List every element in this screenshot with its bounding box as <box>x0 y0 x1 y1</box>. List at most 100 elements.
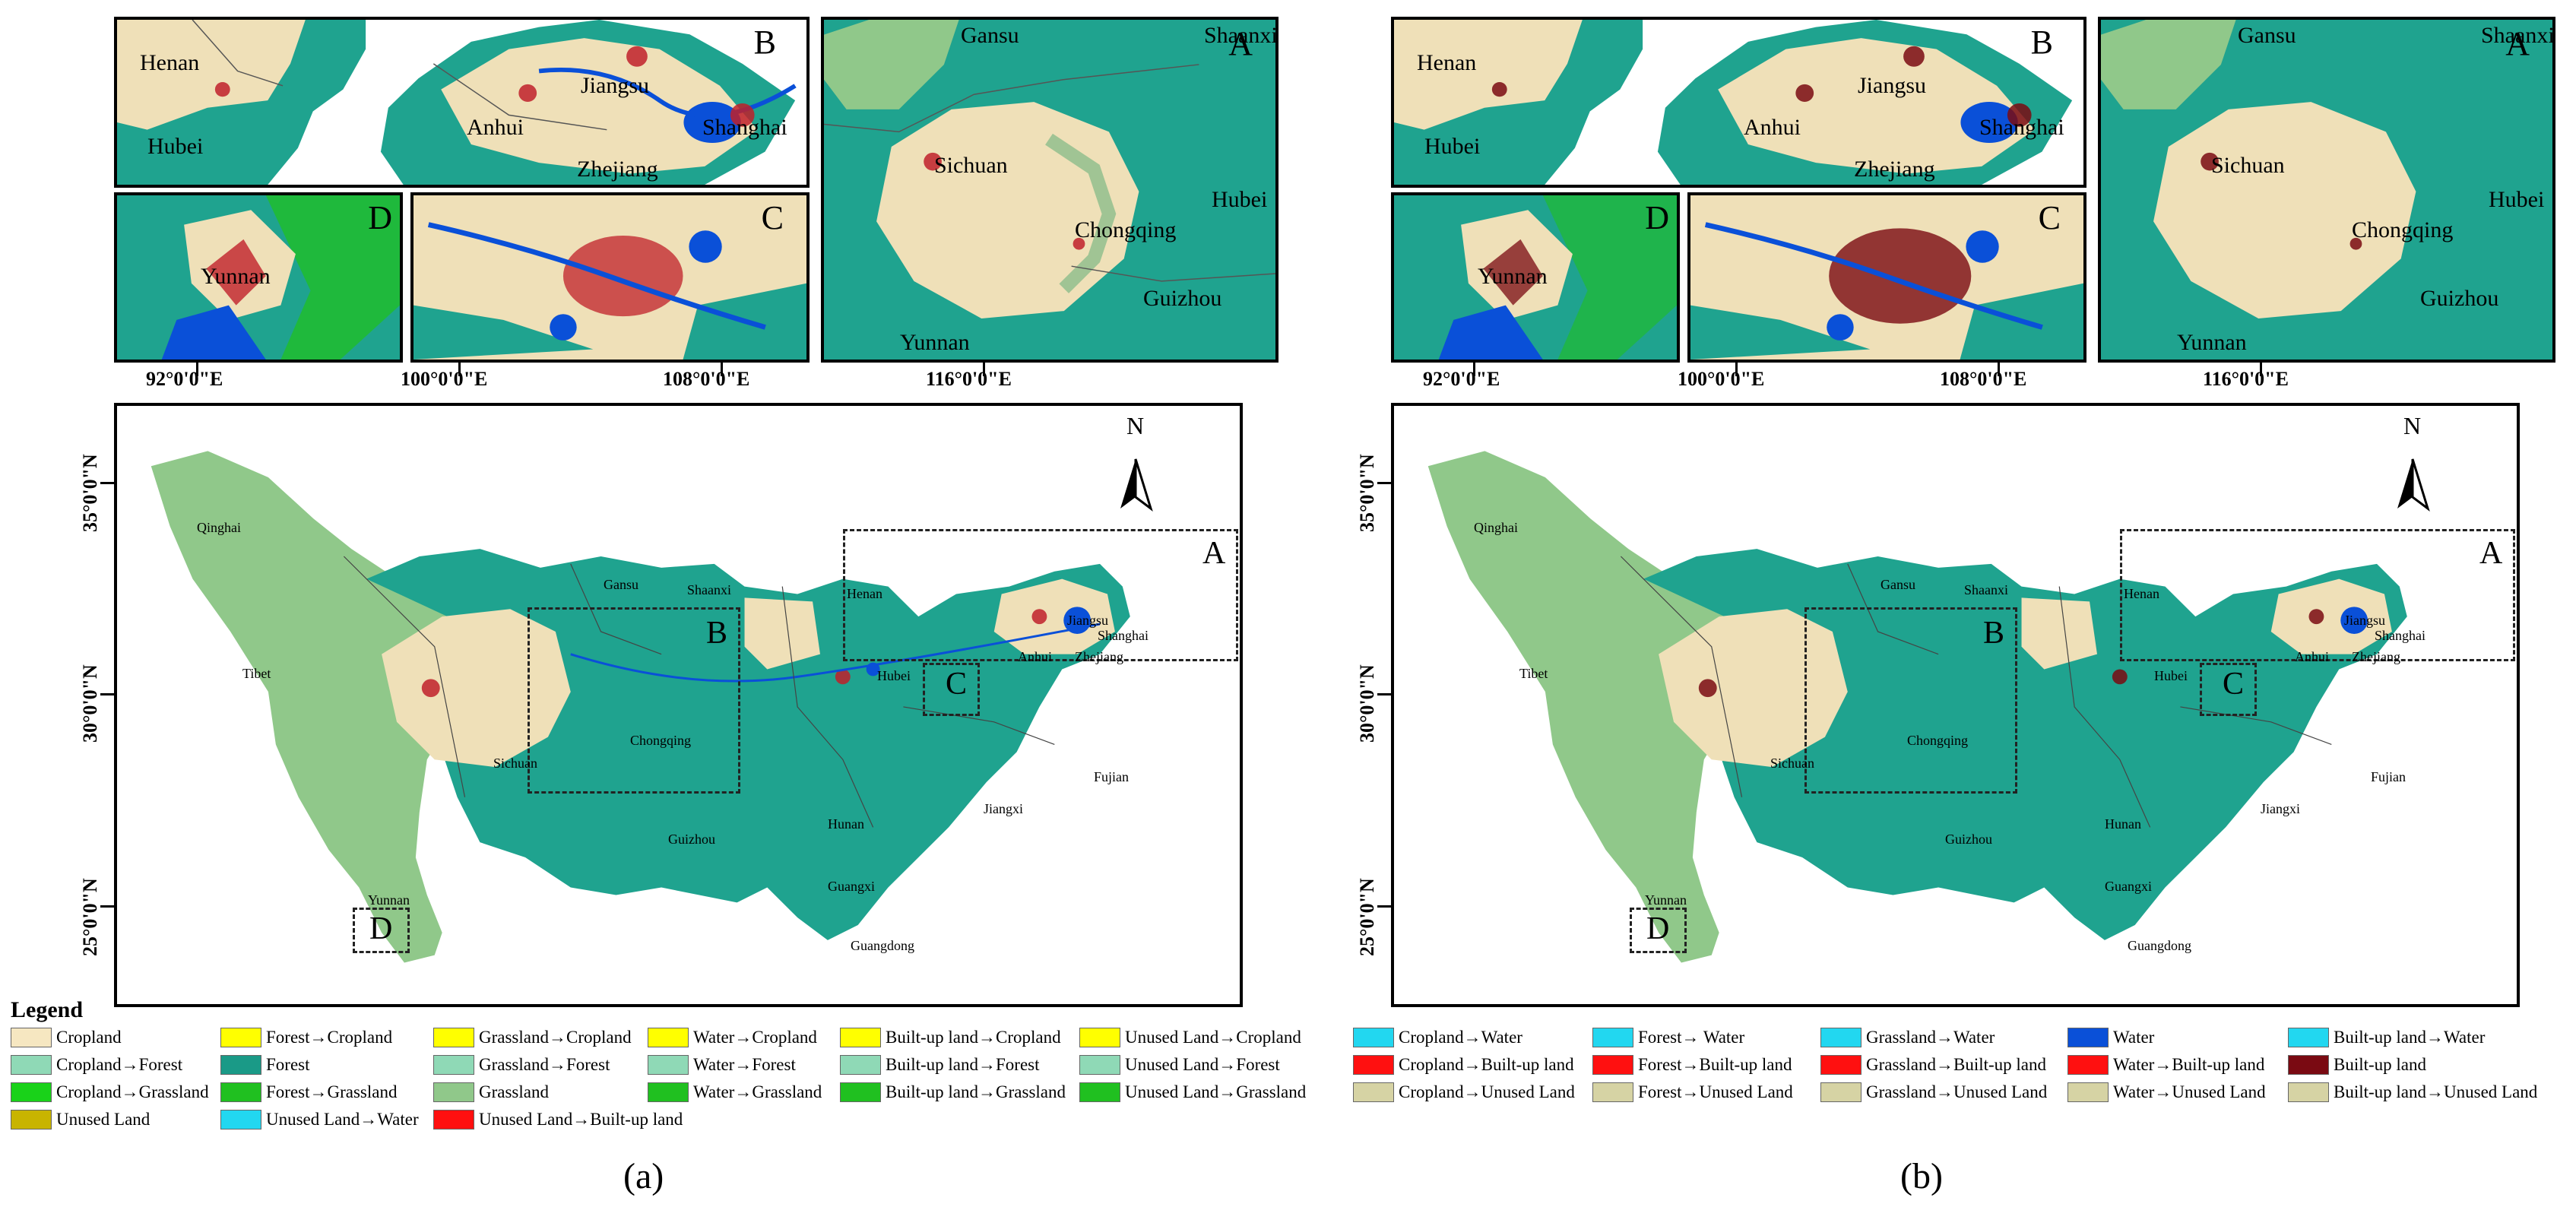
legend-label: Forest→Unused Land <box>1638 1082 1793 1101</box>
legend-item: Unused Land→Grassland <box>1079 1081 1306 1104</box>
legend-item: Forest→Cropland <box>220 1026 392 1049</box>
zone-c-letter: C <box>946 667 968 702</box>
place-hubei-a: Hubei <box>1212 187 1268 212</box>
place-yunnan-a-b: Yunnan <box>2177 330 2247 355</box>
legend-swatch <box>2067 1028 2109 1047</box>
legend-label: Water→Unused Land <box>2113 1082 2266 1101</box>
main-place-jiangsu: Jiangsu <box>1067 613 1108 628</box>
legend-swatch <box>2067 1082 2109 1102</box>
place-guizhou: Guizhou <box>1143 286 1222 311</box>
lat-label-25: 25°0'0"N <box>79 878 101 956</box>
yangtze-basin-terrain <box>117 406 1240 1004</box>
place-chongqing: Chongqing <box>1075 217 1177 242</box>
legend-label: Water <box>2113 1028 2155 1047</box>
main-place-hubei-b: Hubei <box>2154 668 2188 683</box>
main-place-zhejiang-b: Zhejiang <box>2352 649 2400 664</box>
legend-label: Built-up land→Unused Land <box>2334 1082 2538 1101</box>
zone-b-letter-b: B <box>1983 616 2005 651</box>
legend-label: Unused Land→Built-up land <box>479 1110 683 1129</box>
lon-label-116: 116°0'0"E <box>926 368 1012 390</box>
main-map-b: N A B C D Qinghai Tibet Gansu Shaanxi He… <box>1391 403 2520 1007</box>
inset-a-map: A Gansu Shaanxi Sichuan Chongqing Hubei … <box>821 17 1278 363</box>
legend-label: Grassland→Forest <box>479 1055 610 1074</box>
zone-b-letter: B <box>706 616 728 651</box>
main-place-anhui-b: Anhui <box>2295 649 2329 664</box>
main-place-shanghai-b: Shanghai <box>2375 628 2425 643</box>
legend-swatch <box>1079 1055 1120 1075</box>
legend-swatch <box>220 1082 261 1102</box>
legend-item: Built-up land→Unused Land <box>2288 1081 2537 1104</box>
legend-label: Cropland→Grassland <box>56 1082 209 1101</box>
main-place-qinghai-b: Qinghai <box>1474 520 1518 535</box>
legend-item: Built-up land→Grassland <box>840 1081 1066 1104</box>
caption-a: (a) <box>623 1156 664 1196</box>
place-sichuan-b: Sichuan <box>2211 153 2285 178</box>
inset-b-map-b: B Henan Hubei Jiangsu Anhui Shanghai Zhe… <box>1391 17 2086 188</box>
main-place-yunnan: Yunnan <box>368 892 410 908</box>
main-place-shaanxi: Shaanxi <box>687 582 731 597</box>
legend-item: Built-up land→Cropland <box>840 1026 1061 1049</box>
main-place-guangdong-b: Guangdong <box>2128 938 2191 953</box>
place-yunnan-d: Yunnan <box>201 264 271 289</box>
inset-c-terrain-b <box>1690 195 2083 360</box>
legend-item: Cropland <box>11 1026 122 1049</box>
main-place-shaanxi-b: Shaanxi <box>1964 582 2008 597</box>
legend-label: Built-up land→Forest <box>886 1055 1040 1074</box>
place-anhui: Anhui <box>467 115 524 140</box>
lon-label-108: 108°0'0"E <box>663 368 750 390</box>
legend-swatch <box>648 1082 689 1102</box>
inset-a-map-b: A Gansu Shaanxi Sichuan Chongqing Hubei … <box>2098 17 2555 363</box>
main-place-tibet-b: Tibet <box>1519 666 1548 681</box>
legend-label: Forest→Cropland <box>266 1028 393 1047</box>
place-jiangsu: Jiangsu <box>581 73 649 98</box>
inset-b-letter: B <box>753 24 776 61</box>
north-arrow-icon <box>1120 458 1153 512</box>
zone-c-letter-b: C <box>2223 667 2245 702</box>
zone-a-letter-b: A <box>2479 536 2503 571</box>
legend-label: Cropland→Forest <box>56 1055 183 1074</box>
place-shaanxi-b: Shaanxi <box>2481 23 2555 48</box>
legend-swatch <box>11 1028 52 1047</box>
main-place-yunnan-b: Yunnan <box>1645 892 1687 908</box>
place-anhui-b: Anhui <box>1744 115 1801 140</box>
main-place-guangxi-b: Guangxi <box>2105 879 2152 894</box>
legend-item: Water→Unused Land <box>2067 1081 2266 1104</box>
legend-label: Built-up land→Water <box>2334 1028 2486 1047</box>
legend-swatch <box>1353 1028 1394 1047</box>
legend-item: Grassland→Water <box>1820 1026 1995 1049</box>
inset-d-map-b: D Yunnan <box>1391 192 1680 363</box>
lat-label-35-b: 35°0'0"N <box>1356 454 1378 532</box>
legend-title: Legend <box>11 997 84 1022</box>
legend-label: Forest→ Water <box>1638 1028 1745 1047</box>
main-place-jiangsu-b: Jiangsu <box>2344 613 2385 628</box>
place-zhejiang: Zhejiang <box>577 157 658 182</box>
zone-c-box <box>923 663 980 716</box>
panel-a: B Henan Hubei Jiangsu Anhui Shanghai Zhe… <box>79 17 1278 1196</box>
zone-a-box <box>843 529 1238 661</box>
legend-swatch <box>1353 1055 1394 1075</box>
legend-label: Grassland→Cropland <box>479 1028 632 1047</box>
lat-label-30-b: 30°0'0"N <box>1356 664 1378 743</box>
legend-swatch <box>648 1055 689 1075</box>
legend-item: Cropland→Unused Land <box>1353 1081 1575 1104</box>
place-chongqing-b: Chongqing <box>2352 217 2454 242</box>
legend-label: Cropland→Unused Land <box>1399 1082 1575 1101</box>
legend-item: Forest→Built-up land <box>1592 1053 1792 1076</box>
place-henan-b: Henan <box>1417 50 1477 75</box>
north-arrow-icon-b <box>2397 458 2430 512</box>
inset-d-map: D Yunnan <box>114 192 403 363</box>
main-place-qinghai: Qinghai <box>197 520 241 535</box>
legend-item: Cropland→Forest <box>11 1053 182 1076</box>
inset-d-terrain <box>117 195 400 360</box>
main-place-henan: Henan <box>847 586 882 601</box>
legend-swatch <box>2288 1082 2329 1102</box>
inset-b-terrain <box>117 20 806 185</box>
lon-label-108-b: 108°0'0"E <box>1940 368 2027 390</box>
place-yunnan-a: Yunnan <box>900 330 970 355</box>
inset-b-terrain-b <box>1394 20 2083 185</box>
main-place-hubei: Hubei <box>877 668 911 683</box>
legend-label: Unused Land→Water <box>266 1110 419 1129</box>
legend-label: Grassland→Water <box>1866 1028 1995 1047</box>
legend-label: Water→Built-up land <box>2113 1055 2265 1074</box>
legend-swatch <box>2288 1028 2329 1047</box>
